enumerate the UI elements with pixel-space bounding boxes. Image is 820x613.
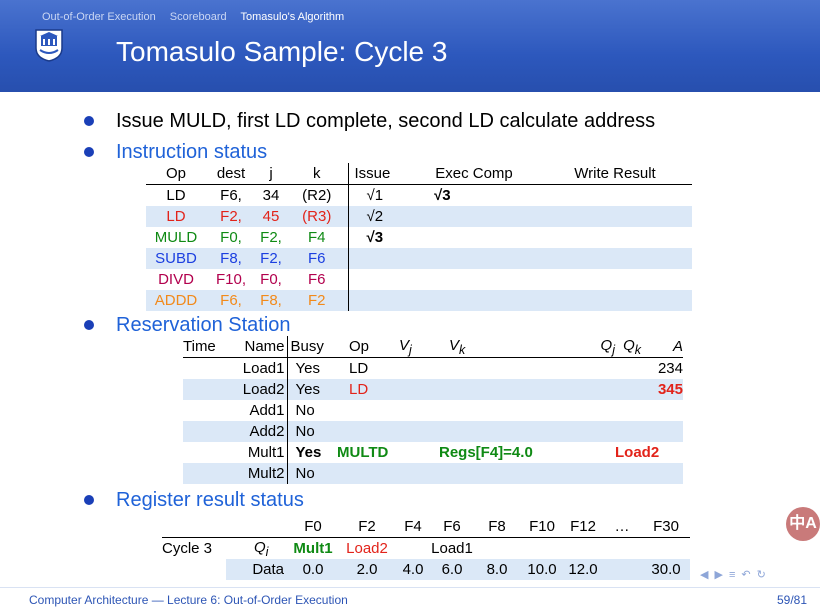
university-logo — [35, 29, 63, 62]
issue-check: √3 — [347, 227, 410, 248]
footer-bar: Computer Architecture — Lecture 6: Out-o… — [0, 587, 820, 613]
table-row: DIVD F10, F0, F6 — [146, 269, 692, 290]
nav-item-tomasulo[interactable]: Tomasulo's Algorithm — [240, 11, 345, 23]
table-row: MULD F0, F2, F4 √3 — [146, 227, 692, 248]
table-row: LD F2, 45 (R3) √2 — [146, 206, 692, 227]
bullet-dot — [84, 147, 94, 157]
table-row: Mult1 Yes MULTD Regs[F4]=4.0 Load2 — [247, 442, 660, 463]
reservation-station-table: Time Name Busy Op Vj Vk Qj Qk A Load1 Ye… — [183, 336, 683, 484]
page-title: Tomasulo Sample: Cycle 3 — [116, 36, 448, 67]
cycle-label: Cycle 3 — [162, 540, 213, 557]
beamer-nav-icons[interactable]: ◀▶≡↶↻ — [700, 568, 772, 581]
bullet-dot — [84, 495, 94, 505]
table-row: Cycle 3 Qi Mult1 Load2 Load1 — [162, 538, 473, 559]
table-row: Add2 No — [183, 421, 683, 442]
issue-check: √2 — [347, 206, 410, 227]
col-qk: Qk — [623, 336, 641, 357]
nav-item-ooo[interactable]: Out-of-Order Execution — [42, 11, 156, 23]
col-time: Time — [183, 338, 216, 355]
table-row: ADDD F6, F8, F2 — [146, 290, 692, 311]
instruction-status-table: Op dest j k Issue Exec Comp Write Result… — [146, 163, 692, 311]
col-j: j — [269, 165, 273, 182]
col-a: A — [672, 338, 683, 355]
table-row: SUBD F8, F2, F6 — [146, 248, 692, 269]
arrow-right-icon[interactable]: ▶ — [714, 569, 729, 581]
col-write: Write Result — [574, 165, 656, 182]
col-name: Name — [244, 338, 285, 355]
table-row: Add1 No — [183, 400, 683, 421]
menu-icon[interactable]: ≡ — [728, 569, 742, 581]
page-number: 59/81 — [776, 593, 807, 607]
col-vk: Vk — [449, 336, 466, 357]
col-busy: Busy — [286, 336, 337, 358]
nav-item-scoreboard[interactable]: Scoreboard — [169, 11, 227, 23]
table-row: Load1 Yes LD 234 — [183, 357, 683, 379]
col-exec: Exec Comp — [435, 165, 513, 182]
issue-check: √1 — [347, 184, 410, 206]
translate-icon[interactable]: 中A — [786, 507, 820, 541]
exec-check: √3 — [434, 187, 451, 204]
col-op: Op — [349, 338, 370, 355]
col-vj: Vj — [399, 336, 412, 357]
footer-title: Computer Architecture — Lecture 6: Out-o… — [29, 593, 348, 607]
header-bar: Out-of-Order Execution Scoreboard Tomasu… — [0, 0, 820, 92]
table-row: Mult2 No — [183, 463, 683, 484]
breadcrumb-nav: Out-of-Order Execution Scoreboard Tomasu… — [42, 11, 355, 23]
bullet-dot — [84, 320, 94, 330]
table-row: LD F6, 34 (R2) √1 √3 — [146, 184, 692, 206]
table-row: Load2 Yes LD 345 — [183, 379, 683, 400]
arrow-left-icon[interactable]: ◀ — [700, 569, 715, 581]
col-k: k — [313, 165, 321, 182]
col-dest: dest — [216, 165, 246, 182]
register-status-table: F0 F2 F4 F6 F8 F10 F12 … F30 Cycle 3 Qi … — [162, 516, 690, 580]
col-op: Op — [165, 165, 186, 182]
table-row: Data 0.0 2.0 4.0 6.0 8.0 10.0 12.0 30.0 — [162, 559, 690, 580]
col-issue: Issue — [347, 163, 410, 185]
bullet-dot — [84, 116, 94, 126]
search-icon[interactable]: ↻ — [756, 569, 772, 581]
undo-icon[interactable]: ↶ — [741, 569, 757, 581]
col-qj: Qj — [600, 336, 615, 357]
